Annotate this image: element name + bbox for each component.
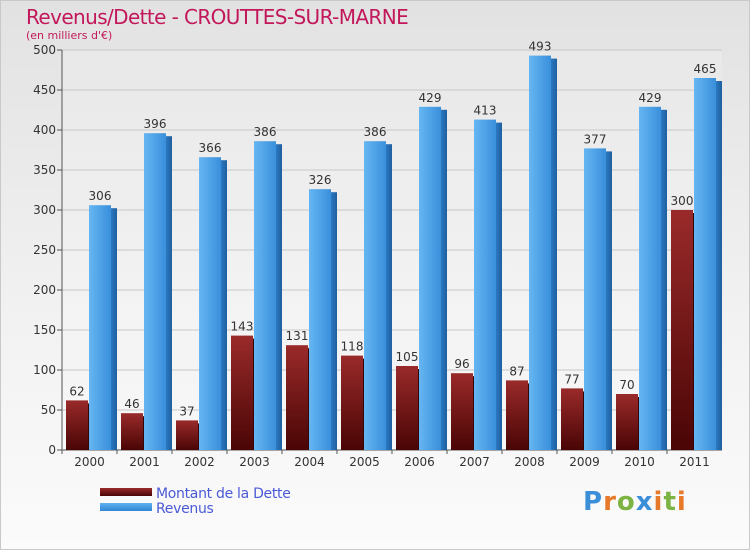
data-label-dette: 46	[124, 397, 139, 411]
data-label-revenus: 306	[89, 189, 112, 203]
bar-dette	[396, 366, 418, 450]
bar-dette	[286, 345, 308, 450]
bar-revenus	[474, 119, 496, 450]
x-tick-label: 2004	[294, 455, 325, 469]
data-label-dette: 96	[454, 357, 469, 371]
bar-revenus-side	[716, 81, 722, 450]
data-label-dette: 300	[671, 194, 694, 208]
proxiti-logo: Proxiti	[583, 487, 687, 517]
bar-revenus	[694, 78, 716, 450]
data-label-dette: 77	[564, 372, 579, 386]
y-tick-label: 400	[33, 123, 56, 137]
bar-dette	[341, 355, 363, 450]
x-tick-label: 2003	[239, 455, 270, 469]
bar-revenus-side	[111, 208, 117, 450]
bar-revenus-side	[551, 58, 557, 450]
bar-revenus-side	[441, 109, 447, 451]
x-tick-label: 2000	[74, 455, 105, 469]
bar-revenus	[144, 133, 166, 450]
bar-revenus	[529, 55, 551, 450]
bar-revenus-side	[166, 136, 172, 450]
y-tick-label: 500	[33, 43, 56, 57]
legend-swatch-dette	[100, 488, 152, 496]
legend-swatch-revenus	[100, 503, 152, 511]
bar-dette	[671, 210, 693, 450]
data-label-dette: 118	[341, 340, 364, 354]
data-label-revenus: 413	[474, 104, 497, 118]
bar-revenus-side	[386, 144, 392, 450]
data-label-revenus: 326	[309, 173, 332, 187]
bar-revenus-side	[276, 144, 282, 450]
x-tick-label: 2011	[679, 455, 710, 469]
bar-revenus-side	[331, 192, 337, 450]
bar-dette	[176, 420, 198, 450]
bar-dette	[506, 380, 528, 450]
y-tick-label: 350	[33, 163, 56, 177]
data-label-dette: 70	[619, 378, 634, 392]
bar-dette	[66, 400, 88, 450]
x-tick-label: 2006	[404, 455, 435, 469]
bar-revenus-side	[496, 122, 502, 450]
chart-subtitle: (en milliers d'€)	[26, 29, 113, 42]
data-label-dette: 131	[286, 329, 309, 343]
data-label-revenus: 429	[639, 91, 662, 105]
logo-letter: x	[635, 487, 654, 517]
data-label-revenus: 396	[144, 117, 167, 131]
bar-dette	[231, 335, 253, 450]
data-label-revenus: 493	[529, 40, 552, 54]
logo-letter: i	[676, 487, 687, 517]
bar-revenus-side	[221, 160, 227, 450]
data-label-dette: 37	[179, 404, 194, 418]
bar-revenus-side	[661, 109, 667, 451]
logo-letter: r	[603, 487, 617, 517]
x-tick-label: 2008	[514, 455, 545, 469]
legend-label-revenus: Revenus	[156, 501, 214, 517]
bar-revenus	[254, 141, 276, 450]
y-tick-label: 450	[33, 83, 56, 97]
x-tick-label: 2009	[569, 455, 600, 469]
x-tick-label: 2005	[349, 455, 380, 469]
data-label-dette: 62	[69, 384, 84, 398]
bar-dette	[616, 394, 638, 450]
legend-label-dette: Montant de la Dette	[156, 486, 291, 502]
bar-revenus	[419, 106, 441, 451]
y-tick-label: 300	[33, 203, 56, 217]
bar-dette	[561, 388, 583, 450]
y-tick-label: 50	[41, 403, 56, 417]
bar-revenus	[364, 141, 386, 450]
bar-revenus	[584, 148, 606, 450]
logo-letter: i	[653, 487, 664, 517]
data-label-revenus: 386	[254, 125, 277, 139]
y-tick-label: 0	[48, 443, 56, 457]
data-label-revenus: 429	[419, 91, 442, 105]
y-tick-label: 150	[33, 323, 56, 337]
data-label-revenus: 366	[199, 141, 222, 155]
x-tick-label: 2010	[624, 455, 655, 469]
data-label-dette: 87	[509, 364, 524, 378]
logo-letter: P	[583, 487, 604, 517]
data-label-revenus: 386	[364, 125, 387, 139]
y-tick-label: 100	[33, 363, 56, 377]
chart-title: Revenus/Dette - CROUTTES-SUR-MARNE	[26, 5, 409, 29]
data-label-dette: 105	[396, 350, 419, 364]
bar-revenus	[199, 157, 221, 450]
bar-revenus-side	[606, 151, 612, 450]
x-tick-label: 2001	[129, 455, 160, 469]
logo-letter: o	[616, 487, 636, 517]
bar-revenus	[639, 106, 661, 451]
logo-letter: t	[663, 487, 677, 517]
data-label-revenus: 465	[694, 62, 717, 76]
data-label-dette: 143	[231, 320, 254, 334]
bar-revenus	[89, 205, 111, 450]
y-tick-label: 200	[33, 283, 56, 297]
data-label-revenus: 377	[584, 132, 607, 146]
y-tick-label: 250	[33, 243, 56, 257]
x-tick-label: 2007	[459, 455, 490, 469]
bar-revenus	[309, 189, 331, 450]
bar-dette	[451, 373, 473, 450]
x-tick-label: 2002	[184, 455, 215, 469]
bar-dette	[121, 413, 143, 450]
